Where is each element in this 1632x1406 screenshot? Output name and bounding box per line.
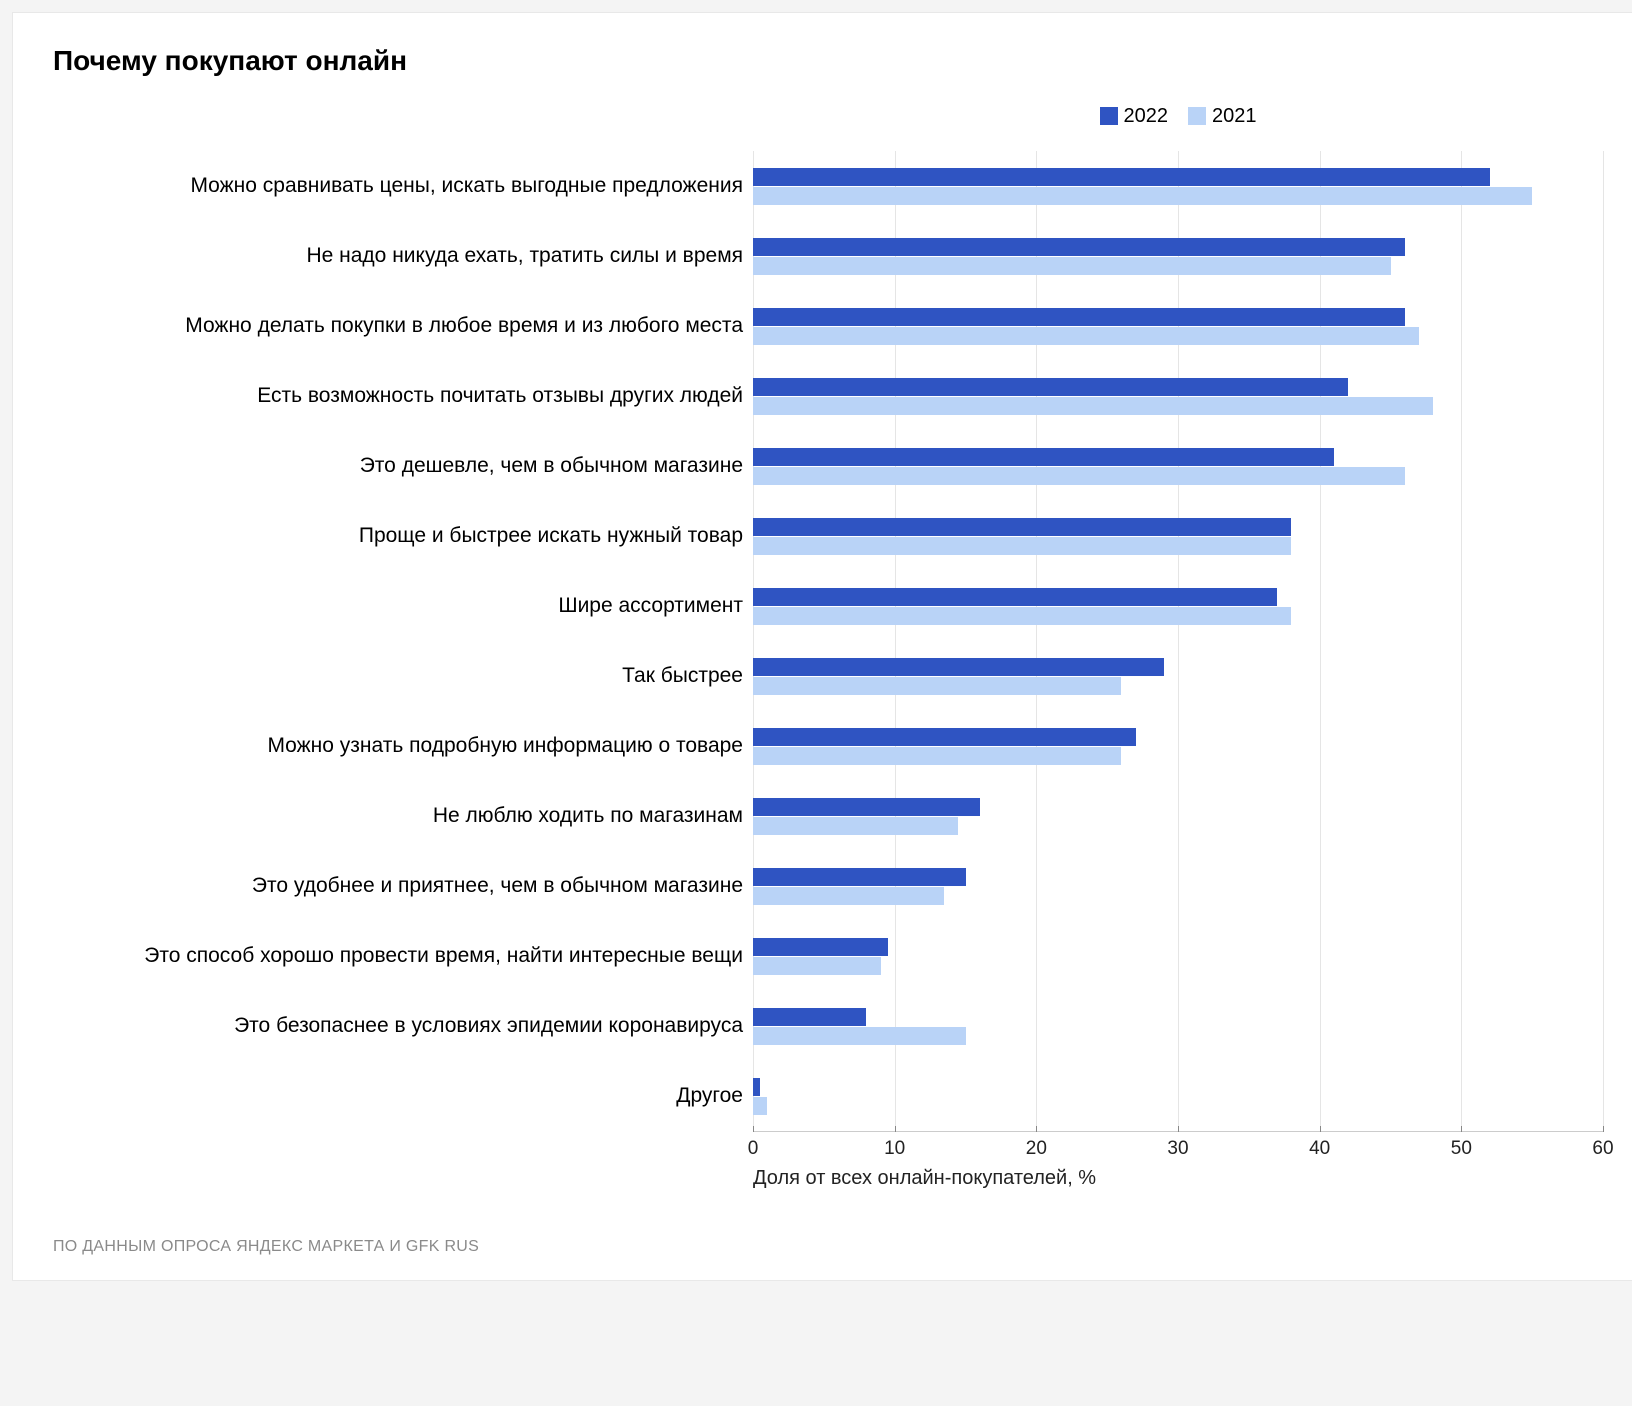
bar — [753, 747, 1121, 765]
bar — [753, 957, 881, 975]
category-label: Можно сравнивать цены, искать выгодные п… — [53, 151, 753, 221]
category-label: Можно делать покупки в любое время и из … — [53, 291, 753, 361]
x-tick — [753, 1126, 754, 1132]
legend-swatch — [1100, 107, 1118, 125]
bar — [753, 168, 1490, 186]
category-label: Это дешевле, чем в обычном магазине — [53, 431, 753, 501]
x-tick — [1603, 1126, 1604, 1132]
bar-group — [753, 291, 1603, 361]
category-labels-column: Можно сравнивать цены, искать выгодные п… — [53, 101, 753, 1190]
chart-card: Почему покупают онлайн Можно сравнивать … — [12, 12, 1632, 1281]
bar — [753, 378, 1348, 396]
x-tick — [1036, 1126, 1037, 1132]
plot-area — [753, 151, 1603, 1131]
category-label: Это удобнее и приятнее, чем в обычном ма… — [53, 851, 753, 921]
bar — [753, 938, 888, 956]
category-label: Шире ассортимент — [53, 571, 753, 641]
x-tick-label: 30 — [1167, 1138, 1188, 1160]
bar — [753, 467, 1405, 485]
bar — [753, 798, 980, 816]
bar — [753, 658, 1164, 676]
bar — [753, 868, 966, 886]
bar — [753, 1078, 760, 1096]
plot-column: 20222021 0102030405060 Доля от всех онла… — [753, 101, 1603, 1190]
bar — [753, 677, 1121, 695]
x-axis: 0102030405060 — [753, 1131, 1603, 1161]
category-label: Не люблю ходить по магазинам — [53, 781, 753, 851]
bar — [753, 1027, 966, 1045]
bar — [753, 187, 1532, 205]
category-label: Так быстрее — [53, 641, 753, 711]
bar — [753, 518, 1291, 536]
x-tick-label: 0 — [748, 1138, 759, 1160]
x-tick — [895, 1126, 896, 1132]
bar-group — [753, 1061, 1603, 1131]
bar-group — [753, 571, 1603, 641]
chart-wrap: Можно сравнивать цены, искать выгодные п… — [53, 101, 1603, 1190]
x-tick-label: 50 — [1451, 1138, 1472, 1160]
category-label: Проще и быстрее искать нужный товар — [53, 501, 753, 571]
x-tick-label: 40 — [1309, 1138, 1330, 1160]
bar-group — [753, 361, 1603, 431]
gridline — [1603, 151, 1604, 1131]
legend-swatch — [1188, 107, 1206, 125]
legend-label: 2022 — [1124, 105, 1169, 128]
bar — [753, 1008, 866, 1026]
bar-group — [753, 991, 1603, 1061]
bar — [753, 537, 1291, 555]
x-tick — [1320, 1126, 1321, 1132]
legend-label: 2021 — [1212, 105, 1257, 128]
category-label: Это способ хорошо провести время, найти … — [53, 921, 753, 991]
bar — [753, 607, 1291, 625]
chart-title: Почему покупают онлайн — [53, 45, 1603, 77]
category-label: Есть возможность почитать отзывы других … — [53, 361, 753, 431]
x-tick-label: 60 — [1592, 1138, 1613, 1160]
legend-item: 2022 — [1100, 105, 1169, 128]
category-label: Другое — [53, 1061, 753, 1131]
bar — [753, 397, 1433, 415]
bar-group — [753, 431, 1603, 501]
bar — [753, 1097, 767, 1115]
x-tick-label: 20 — [1026, 1138, 1047, 1160]
bar-group — [753, 221, 1603, 291]
bar-group — [753, 711, 1603, 781]
bar — [753, 728, 1136, 746]
bar — [753, 817, 958, 835]
bar — [753, 238, 1405, 256]
bar-group — [753, 641, 1603, 711]
x-tick — [1461, 1126, 1462, 1132]
bar-group — [753, 851, 1603, 921]
bar-group — [753, 501, 1603, 571]
category-label: Это безопаснее в условиях эпидемии корон… — [53, 991, 753, 1061]
bar — [753, 448, 1334, 466]
category-label: Можно узнать подробную информацию о това… — [53, 711, 753, 781]
category-label: Не надо никуда ехать, тратить силы и вре… — [53, 221, 753, 291]
bars-container — [753, 151, 1603, 1131]
legend-item: 2021 — [1188, 105, 1257, 128]
chart-source-footer: ПО ДАННЫМ ОПРОСА ЯНДЕКС МАРКЕТА И GFK RU… — [53, 1238, 1603, 1256]
bar — [753, 308, 1405, 326]
x-axis-title: Доля от всех онлайн-покупателей, % — [753, 1167, 1603, 1190]
legend: 2022 2021 — [753, 101, 1603, 131]
bar-group — [753, 781, 1603, 851]
bar-group — [753, 151, 1603, 221]
bar — [753, 327, 1419, 345]
x-tick — [1178, 1126, 1179, 1132]
bar-group — [753, 921, 1603, 991]
bar — [753, 887, 944, 905]
x-tick-label: 10 — [884, 1138, 905, 1160]
bar — [753, 257, 1391, 275]
bar — [753, 588, 1277, 606]
